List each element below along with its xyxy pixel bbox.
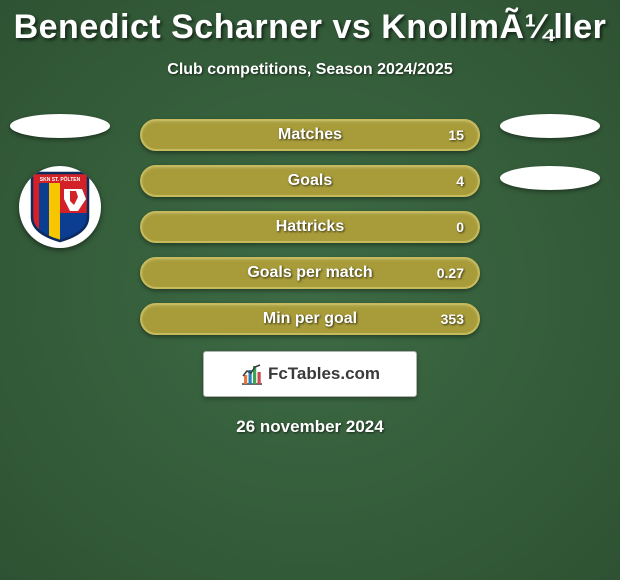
- stat-bar-bg: [140, 119, 480, 151]
- stat-bars: Matches15 Goals4 Hattricks0 Goals per match…: [140, 119, 480, 335]
- shield-icon: SKN ST. PÖLTEN: [28, 171, 92, 243]
- right-column: [500, 114, 600, 218]
- source-logo: FcTables.com: [240, 362, 380, 386]
- stat-bar-bg: [140, 257, 480, 289]
- placeholder-oval-right-1: [500, 114, 600, 138]
- content-area: SKN ST. PÖLTEN Matches15 Goals4 Hattricks0…: [0, 119, 620, 437]
- left-column: SKN ST. PÖLTEN: [10, 114, 110, 248]
- placeholder-oval-right-2: [500, 166, 600, 190]
- club-badge-inner: SKN ST. PÖLTEN: [28, 171, 92, 243]
- stat-bar-bg: [140, 303, 480, 335]
- source-logo-box: FcTables.com: [203, 351, 417, 397]
- placeholder-oval-left: [10, 114, 110, 138]
- stat-row: Goals per match0.27: [140, 257, 480, 289]
- bar-chart-icon: [240, 362, 264, 386]
- stat-row: Hattricks0: [140, 211, 480, 243]
- stat-row: Matches15: [140, 119, 480, 151]
- stat-bar-bg: [140, 211, 480, 243]
- page-subtitle: Club competitions, Season 2024/2025: [0, 61, 620, 79]
- stat-row: Goals4: [140, 165, 480, 197]
- date-text: 26 november 2024: [0, 417, 620, 437]
- source-logo-text: FcTables.com: [268, 364, 380, 384]
- stat-row: Min per goal353: [140, 303, 480, 335]
- club-badge: SKN ST. PÖLTEN: [19, 166, 101, 248]
- svg-text:SKN ST. PÖLTEN: SKN ST. PÖLTEN: [40, 176, 81, 183]
- stat-bar-bg: [140, 165, 480, 197]
- page-title: Benedict Scharner vs KnollmÃ¼ller: [0, 0, 620, 47]
